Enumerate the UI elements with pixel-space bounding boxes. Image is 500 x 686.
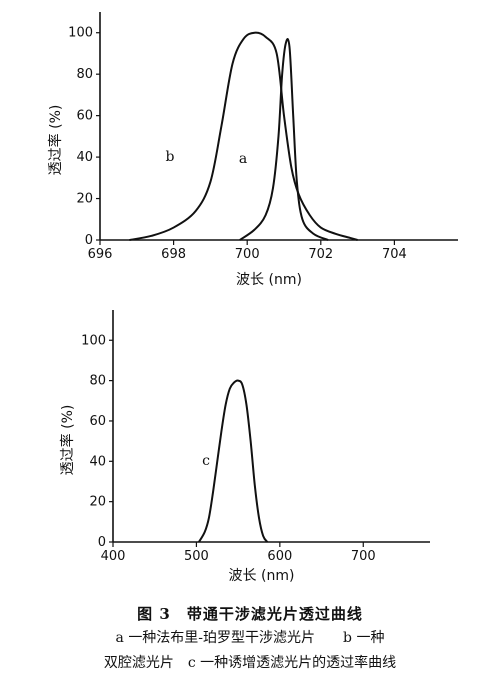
series-b-line xyxy=(129,31,358,241)
x-tick-label: 400 xyxy=(101,549,126,564)
x-tick-label: 700 xyxy=(235,247,260,262)
y-tick-label: 20 xyxy=(89,495,106,510)
x-tick-label: 704 xyxy=(382,247,407,262)
x-tick-label: 700 xyxy=(351,549,376,564)
series-c-line xyxy=(198,379,269,543)
chart-top: 0 20 40 60 80 100 696 698 700 702 704 波长 (nm) 透过率 (%… xyxy=(47,12,458,288)
figure-caption-title: 图 3 带通干涉滤光片透过曲线 xyxy=(137,605,363,623)
y-axis-title: 透过率 (%) xyxy=(59,405,76,476)
x-axis-title: 波长 (nm) xyxy=(236,272,302,288)
y-axis-title: 透过率 (%) xyxy=(47,105,64,176)
x-tick-label: 500 xyxy=(184,549,209,564)
y-tick-label: 80 xyxy=(89,374,106,389)
y-tick-label: 60 xyxy=(76,109,93,124)
y-tick-label: 40 xyxy=(76,150,93,165)
y-tick-label: 80 xyxy=(76,67,93,82)
y-tick-label: 20 xyxy=(76,192,93,207)
x-tick-label: 698 xyxy=(161,247,186,262)
y-tick-label: 0 xyxy=(85,233,93,248)
y-tick-label: 60 xyxy=(89,414,106,429)
y-tick-label: 0 xyxy=(98,535,106,550)
y-tick-label: 100 xyxy=(68,26,93,41)
series-b-label: b xyxy=(166,149,175,165)
series-a-label: a xyxy=(239,151,247,167)
series-a-line xyxy=(239,37,329,241)
figure: 0 20 40 60 80 100 696 698 700 702 704 波长 (nm) 透过率 (%… xyxy=(47,12,458,584)
y-tick-label: 100 xyxy=(81,333,106,348)
figure-caption-line1: a 一种法布里-珀罗型干涉滤光片 b 一种 xyxy=(115,630,385,646)
chart-bottom: 0 20 40 60 80 100 400 500 600 700 波长 (nm) 透过率 (%) c xyxy=(59,310,430,584)
x-tick-label: 600 xyxy=(267,549,292,564)
x-tick-label: 702 xyxy=(308,247,333,262)
y-tick-label: 40 xyxy=(89,454,106,469)
x-axis-title: 波长 (nm) xyxy=(229,568,295,584)
series-c-label: c xyxy=(202,453,210,469)
figure-caption-line2: 双腔滤光片 c 一种诱增透滤光片的透过率曲线 xyxy=(103,655,397,671)
x-tick-label: 696 xyxy=(88,247,113,262)
